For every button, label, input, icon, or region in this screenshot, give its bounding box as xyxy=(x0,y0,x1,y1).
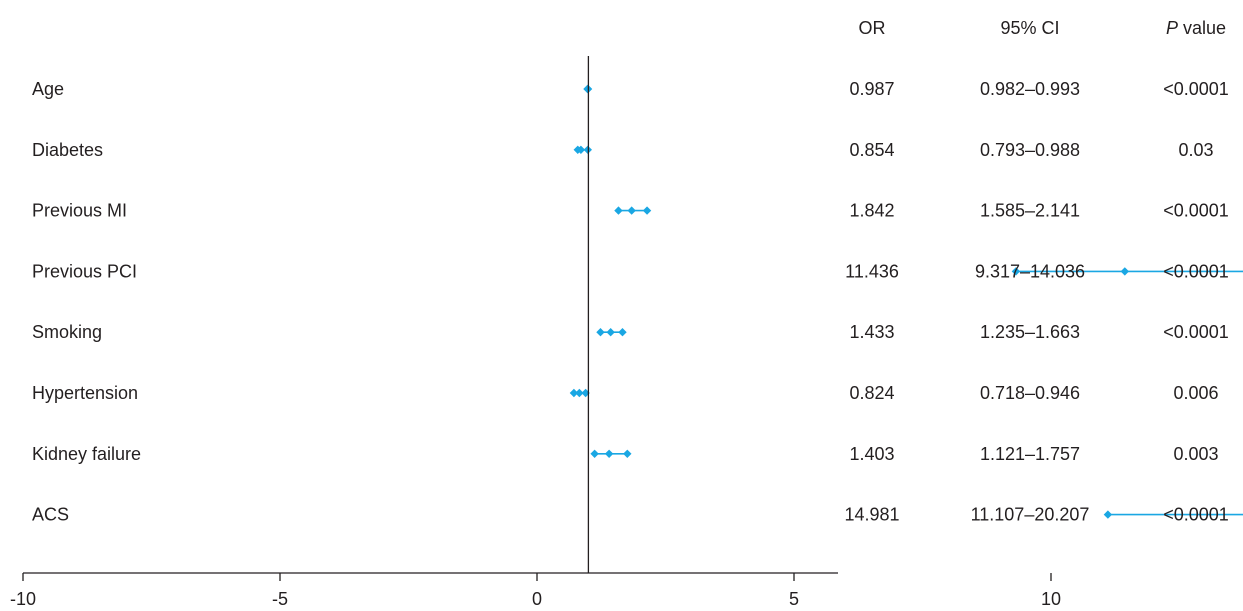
x-tick-label: -10 xyxy=(10,589,36,609)
or-marker xyxy=(606,328,615,337)
or-value: 0.824 xyxy=(849,383,894,403)
ci-upper-marker xyxy=(623,449,632,458)
forest-row: Previous PCI 11.436 9.317–14.036 <0.0001 xyxy=(32,261,1243,281)
p-value: <0.0001 xyxy=(1163,505,1229,525)
or-value: 0.854 xyxy=(849,140,894,160)
or-marker xyxy=(604,449,614,458)
row-label: Diabetes xyxy=(32,140,103,160)
row-label: Smoking xyxy=(32,322,102,342)
or-value: 1.403 xyxy=(849,444,894,464)
forest-row: Kidney failure 1.403 1.121–1.757 0.003 xyxy=(32,444,1219,464)
x-tick-label: 0 xyxy=(532,589,542,609)
ci-lower-marker xyxy=(1103,510,1113,519)
forest-row: Hypertension 0.824 0.718–0.946 0.006 xyxy=(32,383,1219,403)
ci-value: 1.585–2.141 xyxy=(980,201,1080,221)
forest-row: ACS 14.981 11.107–20.207 <0.0001 xyxy=(32,505,1243,525)
or-marker xyxy=(575,388,584,398)
ci-value: 0.718–0.946 xyxy=(980,383,1080,403)
row-label: Hypertension xyxy=(32,383,138,403)
ci-value: 11.107–20.207 xyxy=(971,505,1090,525)
row-label: Age xyxy=(32,79,64,99)
ci-value: 1.235–1.663 xyxy=(980,322,1080,342)
x-tick-label: 5 xyxy=(789,589,799,609)
p-value: <0.0001 xyxy=(1163,201,1229,221)
ci-upper-marker xyxy=(581,388,590,398)
ci-upper-marker xyxy=(618,328,627,337)
ci-lower-marker xyxy=(614,206,623,215)
row-label: ACS xyxy=(32,505,69,525)
ci-value: 9.317–14.036 xyxy=(975,261,1085,281)
header-or: OR xyxy=(859,18,886,38)
or-value: 1.433 xyxy=(849,322,894,342)
header-ci: 95% CI xyxy=(1000,18,1059,38)
header-p-value: P value xyxy=(1166,18,1226,38)
row-label: Previous PCI xyxy=(32,261,137,281)
ci-lower-marker xyxy=(596,328,605,337)
p-value: 0.03 xyxy=(1178,140,1213,160)
forest-row: Age 0.987 0.982–0.993 <0.0001 xyxy=(32,79,1229,99)
or-marker xyxy=(627,206,636,215)
forest-row: Diabetes 0.854 0.793–0.988 0.03 xyxy=(32,140,1214,160)
or-marker xyxy=(576,145,586,154)
ci-lower-marker xyxy=(590,449,599,458)
p-value: <0.0001 xyxy=(1163,79,1229,99)
row-label: Kidney failure xyxy=(32,444,141,464)
p-value: 0.003 xyxy=(1173,444,1218,464)
or-value: 11.436 xyxy=(845,261,899,281)
column-headers: OR 95% CI P value xyxy=(859,18,1227,38)
or-value: 1.842 xyxy=(849,201,894,221)
ci-lower-marker xyxy=(569,388,579,398)
or-value: 14.981 xyxy=(844,505,899,525)
or-marker xyxy=(1120,267,1130,276)
ci-value: 0.982–0.993 xyxy=(980,79,1080,99)
ci-lower-marker xyxy=(1011,267,1021,276)
x-axis: -10-505101520 xyxy=(10,56,1061,609)
forest-row: Previous MI 1.842 1.585–2.141 <0.0001 xyxy=(32,201,1229,221)
or-value: 0.987 xyxy=(849,79,894,99)
x-tick-label: 10 xyxy=(1041,589,1061,609)
p-value: <0.0001 xyxy=(1163,322,1229,342)
ci-value: 1.121–1.757 xyxy=(980,444,1080,464)
x-tick-label: -5 xyxy=(272,589,288,609)
ci-upper-marker xyxy=(642,206,652,215)
p-value: 0.006 xyxy=(1173,383,1218,403)
row-label: Previous MI xyxy=(32,201,127,221)
forest-row: Smoking 1.433 1.235–1.663 <0.0001 xyxy=(32,322,1229,342)
rows: Age 0.987 0.982–0.993 <0.0001 Diabetes 0.854 0… xyxy=(32,79,1243,525)
ci-value: 0.793–0.988 xyxy=(980,140,1080,160)
p-value: <0.0001 xyxy=(1163,261,1229,281)
